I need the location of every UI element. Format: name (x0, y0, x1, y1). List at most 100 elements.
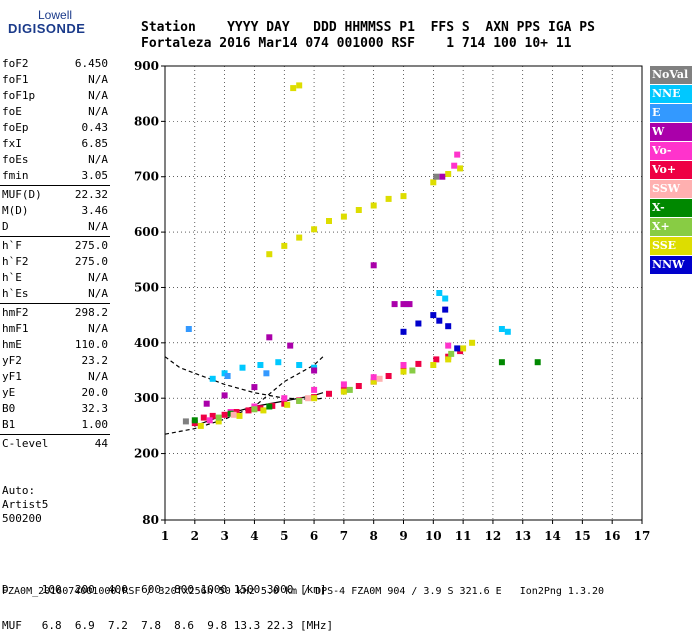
legend-item-vo-: Vo- (650, 142, 692, 160)
point-x- (191, 417, 198, 424)
param-name: B0 (2, 402, 16, 415)
point-x- (251, 406, 258, 413)
d-line: D 100 200 400 600 800 1000 1500 3000 [km… (2, 583, 327, 596)
legend: NoVal NNE E W Vo- Vo+ SSW X- X+ SSE NNW (650, 66, 692, 275)
param-name: fmin (2, 169, 29, 182)
point-nne (498, 326, 505, 332)
point-x- (296, 398, 303, 404)
point-vo- (451, 162, 458, 169)
y-tick-label: 400 (134, 336, 159, 350)
param-value: N/A (88, 105, 108, 118)
point-nne (442, 295, 449, 302)
x-tick-label: 15 (574, 529, 591, 543)
point-sse (370, 378, 377, 385)
y-tick-label: 900 (134, 59, 159, 73)
legend-item-x-: X- (650, 199, 692, 217)
point-sse (290, 85, 297, 92)
point-sse (355, 207, 362, 213)
param-separator (0, 185, 110, 186)
param-name: hmF1 (2, 322, 29, 335)
param-row: M(D) 3.46 (0, 203, 110, 219)
x-tick-label: 16 (604, 529, 621, 543)
param-name: MUF(D) (2, 188, 42, 201)
param-row: h`E N/A (0, 270, 110, 286)
point-sse (281, 242, 288, 249)
param-value: 0.43 (81, 121, 109, 134)
param-value: N/A (88, 322, 108, 335)
param-name: foEs (2, 153, 29, 166)
point-sse (340, 213, 347, 220)
point-w (406, 301, 413, 308)
param-row: foEs N/A (0, 152, 110, 168)
param-name: hmE (2, 338, 22, 351)
point-sse (311, 395, 318, 402)
param-value: 275.0 (74, 255, 108, 268)
x-tick-label: 5 (280, 529, 288, 543)
point-w (400, 301, 407, 308)
param-value: N/A (88, 153, 108, 166)
param-row: foF2 6.450 (0, 56, 110, 72)
param-name: foF1p (2, 89, 36, 102)
param-value: 298.2 (74, 306, 108, 319)
point-sse (284, 401, 291, 408)
y-tick-labels: 80 200 300 400 500 600 700 800 900 (134, 59, 159, 527)
param-value: 44 (94, 437, 108, 450)
point-vo- (370, 374, 377, 381)
param-row: foF1p N/A (0, 88, 110, 104)
point-noval (433, 173, 440, 180)
point-e (263, 370, 270, 377)
param-name: yF1 (2, 370, 22, 383)
param-row: foF1 N/A (0, 72, 110, 88)
param-name: h`F2 (2, 255, 29, 268)
x-tick-label: 14 (544, 529, 561, 543)
param-row: yE 20.0 (0, 385, 110, 401)
x-tick-label: 11 (455, 529, 472, 543)
point-nnw (436, 317, 443, 324)
point-w (221, 392, 228, 399)
x-tick-label: 9 (399, 529, 407, 543)
point-nnw (415, 320, 422, 327)
point-nne (257, 362, 264, 368)
ionogram-chart: 1 2 3 4 5 6 7 8 9 10 11 12 13 14 15 16 17 80200300400500… (134, 59, 651, 543)
x-tick-label: 3 (220, 529, 228, 543)
point-noval (182, 418, 189, 425)
parameter-panel: foF2 6.450 foF1 N/A foF1p N/A foE N/A foEp 0.43 fx… (0, 56, 110, 452)
legend-item-sse: SSE (650, 237, 692, 255)
x-tick-labels: 1 2 3 4 5 6 7 8 9 10 11 12 13 14 15 16 17 (161, 529, 651, 543)
param-name: hmF2 (2, 306, 29, 319)
point-sse (457, 165, 464, 172)
point-nnw (430, 312, 437, 319)
x-tick-label: 12 (485, 529, 502, 543)
x-tick-label: 10 (425, 529, 442, 543)
point-nnw (445, 323, 452, 330)
muf-table: D 100 200 400 600 800 1000 1500 3000 [km… (2, 560, 333, 644)
param-row: B0 32.3 (0, 401, 110, 417)
param-value: 3.05 (81, 169, 109, 182)
x-tick-label: 6 (310, 529, 318, 543)
param-row: MUF(D) 22.32 (0, 187, 110, 203)
point-vo- (340, 381, 347, 388)
x-tick-label: 17 (634, 529, 651, 543)
point-nne (436, 290, 443, 296)
point-vo- (209, 412, 216, 419)
logo-line2: DIGISONDE (8, 21, 86, 36)
point-sse (296, 234, 303, 241)
param-row: B1 1.00 (0, 417, 110, 433)
point-nne (275, 359, 282, 366)
legend-item-nnw: NNW (650, 256, 692, 274)
param-value: 110.0 (74, 338, 108, 351)
point-x- (266, 403, 273, 410)
param-name: foF2 (2, 57, 29, 70)
point-w (439, 173, 446, 180)
param-name: foE (2, 105, 22, 118)
param-value: N/A (88, 370, 108, 383)
point-x- (215, 414, 222, 421)
point-sse (215, 418, 222, 425)
point-e (185, 326, 192, 332)
legend-item-noval: NoVal (650, 66, 692, 84)
logo-line1: Lowell (38, 8, 73, 22)
point-w (287, 342, 294, 349)
y-tick-label: 200 (134, 447, 159, 461)
param-name: fxI (2, 137, 22, 150)
param-name: foF1 (2, 73, 29, 86)
